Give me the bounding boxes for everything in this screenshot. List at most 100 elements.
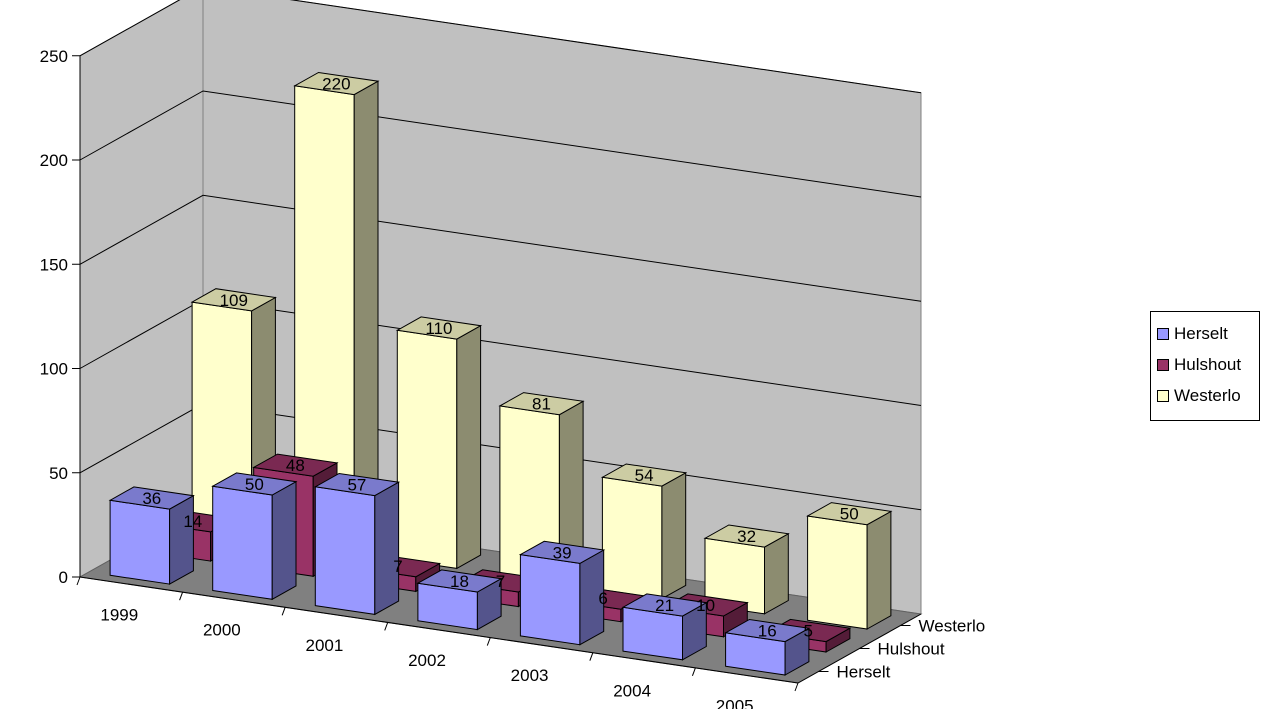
y-tick-label: 50 <box>49 464 68 483</box>
bar-top-face <box>416 569 503 593</box>
bar-herselt-2005 <box>724 618 811 676</box>
bar-front-face <box>807 515 868 630</box>
bar-top-face <box>252 453 339 477</box>
data-label: 7 <box>496 572 505 591</box>
bar-top-face <box>621 593 708 617</box>
bar-top-face <box>211 472 298 496</box>
data-label: 81 <box>532 395 551 414</box>
bar-top-face <box>724 618 811 643</box>
bar-westerlo-2000 <box>293 71 380 555</box>
bar-side-face <box>169 494 194 585</box>
bar-side-face <box>374 481 400 616</box>
data-label: 7 <box>393 557 402 576</box>
x-tick-label: 2004 <box>613 681 651 700</box>
bar-herselt-2001 <box>313 472 401 616</box>
legend-swatch-herselt <box>1157 327 1169 340</box>
data-label: 6 <box>598 589 607 608</box>
data-label: 21 <box>655 596 674 615</box>
bar-side-face <box>764 532 789 615</box>
bar-front-face <box>396 329 458 569</box>
bar-front-face <box>314 486 376 615</box>
x-tick-label: 2003 <box>511 666 549 685</box>
x-tick <box>486 637 491 646</box>
data-label: 18 <box>450 572 469 591</box>
bar-top-face <box>313 472 401 497</box>
depth-label: Herselt <box>837 663 891 682</box>
legend: Herselt Hulshout Westerlo <box>1150 311 1260 421</box>
depth-label: Westerlo <box>919 617 986 636</box>
data-label: 16 <box>758 622 777 641</box>
data-label: 32 <box>737 527 756 546</box>
bar-westerlo-2004 <box>703 524 790 615</box>
legend-item-westerlo: Westerlo <box>1157 380 1259 411</box>
x-tick <box>589 652 594 661</box>
bar-top-face <box>293 71 380 96</box>
x-tick-label: 1999 <box>100 606 138 625</box>
legend-swatch-westerlo <box>1157 389 1169 402</box>
data-label: 14 <box>183 512 202 531</box>
bar-top-face <box>395 316 483 340</box>
bar-side-face <box>456 324 482 570</box>
depth-label: Hulshout <box>878 640 945 659</box>
legend-item-herselt: Herselt <box>1157 318 1259 349</box>
bar-side-face <box>866 510 892 630</box>
legend-item-hulshout: Hulshout <box>1157 349 1259 380</box>
bar-herselt-2004 <box>621 593 708 661</box>
data-label: 48 <box>286 456 305 475</box>
bar-top-face <box>806 502 893 526</box>
data-label: 220 <box>322 75 350 94</box>
x-tick-label: 2001 <box>306 636 344 655</box>
data-label: 110 <box>425 319 452 338</box>
bar-top-face <box>518 540 606 564</box>
bar-westerlo-2003 <box>600 463 688 600</box>
x-tick-label: 2000 <box>203 621 241 640</box>
data-label: 57 <box>347 476 366 495</box>
bar-front-face <box>601 476 663 600</box>
x-tick-label: 2005 <box>716 696 754 709</box>
x-tick <box>179 591 184 601</box>
data-label: 50 <box>245 475 264 494</box>
bar-herselt-1999 <box>108 486 195 585</box>
x-tick-label: 2002 <box>408 651 446 670</box>
bar-front-face <box>212 485 273 600</box>
gridline <box>79 0 922 94</box>
data-label: 10 <box>696 596 715 615</box>
gridline <box>79 194 922 302</box>
legend-label-herselt: Herselt <box>1174 323 1228 343</box>
bar-herselt-2002 <box>416 569 503 631</box>
x-tick <box>384 622 389 631</box>
data-label: 5 <box>803 622 812 641</box>
y-tick-label: 100 <box>40 360 68 379</box>
data-label: 109 <box>220 291 248 310</box>
bar-herselt-2000 <box>211 472 298 601</box>
legend-swatch-hulshout <box>1157 358 1169 371</box>
y-tick-label: 200 <box>40 151 68 170</box>
bar-westerlo-2001 <box>395 316 483 570</box>
bar-front-face <box>519 554 581 646</box>
bar-side-face <box>271 480 297 601</box>
legend-label-hulshout: Hulshout <box>1174 354 1242 374</box>
gridline <box>79 90 922 198</box>
y-tick-label: 250 <box>40 47 68 66</box>
legend-label-westerlo: Westerlo <box>1174 385 1241 405</box>
bar-top-face <box>498 392 585 416</box>
data-label: 36 <box>142 489 161 508</box>
x-tick <box>794 682 799 692</box>
data-label: 39 <box>553 543 572 562</box>
bar-top-face <box>108 486 195 510</box>
bar-top-face <box>190 288 277 312</box>
data-label: 54 <box>635 466 654 485</box>
bar-front-face <box>109 499 171 585</box>
x-tick <box>76 576 81 586</box>
x-axis <box>79 576 799 684</box>
x-tick <box>281 607 286 616</box>
bar-herselt-2003 <box>518 540 606 646</box>
bar-top-face <box>600 463 688 487</box>
data-label: 50 <box>840 505 859 524</box>
x-tick <box>691 667 696 677</box>
y-tick-label: 150 <box>40 255 68 274</box>
y-tick-label: 0 <box>59 568 68 587</box>
bar-top-face <box>703 524 790 548</box>
